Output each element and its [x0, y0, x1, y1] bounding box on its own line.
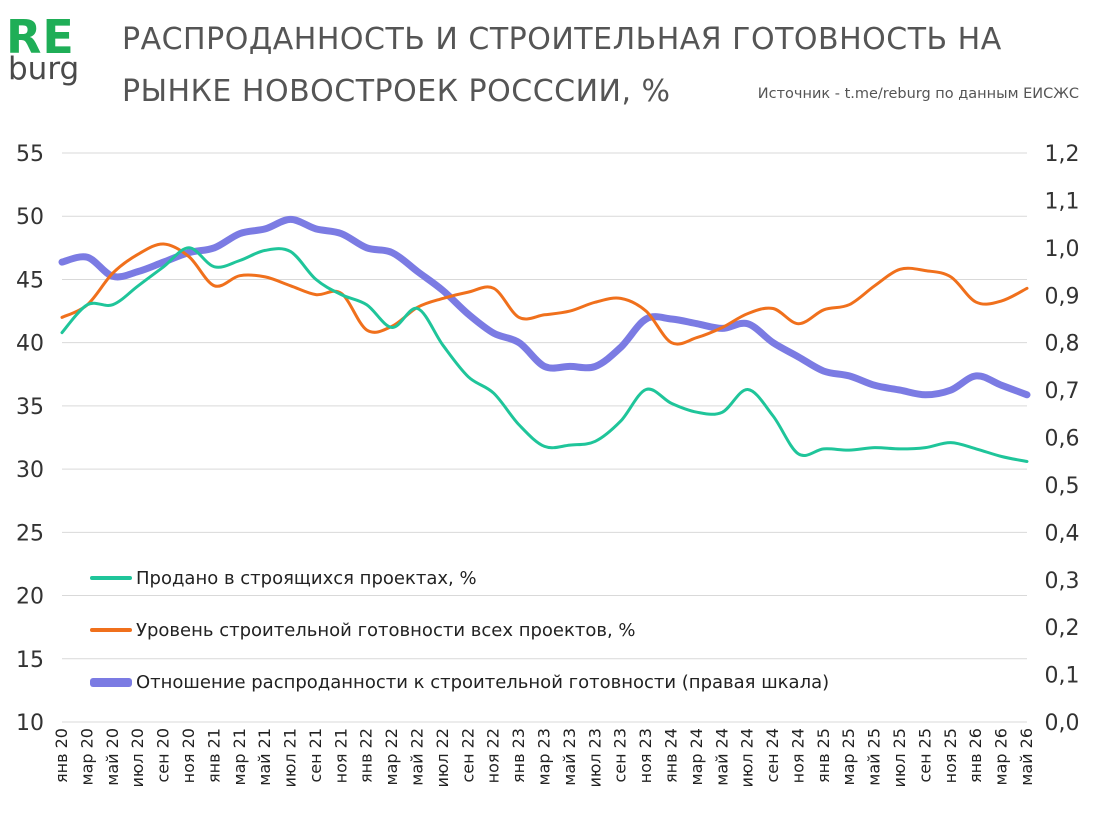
x-tick-label: июл 25 — [890, 728, 909, 788]
x-tick-label: май 21 — [255, 728, 274, 786]
x-tick-label: ноя 23 — [636, 728, 655, 783]
x-tick-label: янв 21 — [204, 728, 223, 783]
x-tick-label: мар 23 — [535, 728, 554, 785]
y-left-tick-label: 35 — [16, 395, 44, 420]
x-tick-label: мар 26 — [992, 728, 1011, 785]
grid-lines — [62, 152, 1027, 723]
x-tick-label: ноя 25 — [941, 728, 960, 783]
x-tick-label: сен 22 — [458, 728, 477, 783]
chart-title-line1: РАСПРОДАННОСТЬ И СТРОИТЕЛЬНАЯ ГОТОВНОСТЬ… — [122, 22, 1002, 57]
x-tick-label: ноя 21 — [331, 728, 350, 783]
y-left-tick-label: 25 — [16, 521, 44, 546]
x-axis: янв 20 мар 20 май 20 июл 20 сен 20 ноя 20 янв … — [52, 728, 1036, 788]
logo-burg: burg — [8, 51, 80, 87]
series-line-sold — [60, 246, 1029, 463]
source-note: Источник - t.me/reburg по данным ЕИСЖС — [757, 86, 1079, 102]
y-left-tick-label: 10 — [16, 711, 44, 736]
x-tick-label: ноя 20 — [179, 728, 198, 783]
y-right-tick-label: 1,0 — [1045, 237, 1080, 262]
y-right-tick-label: 0,4 — [1045, 521, 1080, 546]
x-tick-label: июл 20 — [128, 728, 147, 788]
x-tick-label: мар 20 — [77, 728, 96, 785]
y-right-tick-label: 0,9 — [1045, 284, 1080, 309]
legend-item-ratio: Отношение распроданности к строительной … — [90, 656, 829, 708]
x-tick-label: мар 21 — [230, 728, 249, 785]
y-axis-right: 1,2 1,1 1,0 0,9 0,8 0,7 0,6 0,5 0,4 0,3 0,2 0,1 0,0 — [1045, 142, 1080, 736]
y-right-tick-label: 0,1 — [1045, 664, 1080, 689]
x-tick-label: июл 24 — [738, 728, 757, 788]
x-tick-label: ноя 22 — [484, 728, 503, 783]
y-right-tick-label: 1,1 — [1045, 189, 1080, 214]
y-right-tick-label: 1,2 — [1045, 142, 1080, 167]
y-right-tick-label: 0,5 — [1045, 474, 1080, 499]
legend-swatch-readiness — [90, 628, 132, 632]
x-tick-label: янв 23 — [509, 728, 528, 783]
x-tick-label: май 24 — [712, 728, 731, 786]
y-left-tick-label: 30 — [16, 458, 44, 483]
x-tick-label: май 25 — [865, 728, 884, 786]
legend-label-readiness: Уровень строительной готовности всех про… — [136, 619, 636, 641]
legend-label-ratio: Отношение распроданности к строительной … — [136, 671, 830, 693]
y-right-tick-label: 0,8 — [1045, 332, 1080, 357]
x-tick-label: мар 25 — [839, 728, 858, 785]
legend: Продано в строящихся проектах, % Уровень… — [90, 552, 829, 708]
x-tick-label: май 26 — [1017, 728, 1036, 786]
x-tick-label: янв 20 — [52, 728, 71, 783]
y-right-tick-label: 0,7 — [1045, 379, 1080, 404]
chart-title-line2: РЫНКЕ НОВОСТРОЕК РОСССИИ, % — [122, 74, 671, 109]
x-tick-label: сен 23 — [611, 728, 630, 783]
series-line-ratio — [58, 215, 1031, 399]
x-tick-label: янв 26 — [966, 728, 985, 783]
y-right-tick-label: 0,2 — [1045, 616, 1080, 641]
series-line-readiness — [60, 242, 1029, 346]
y-left-tick-label: 45 — [16, 268, 44, 293]
y-left-tick-label: 40 — [16, 332, 44, 357]
y-axis-left: 55 50 45 40 35 30 25 20 15 10 — [16, 142, 44, 736]
x-tick-label: мар 24 — [687, 728, 706, 785]
x-tick-label: сен 24 — [763, 728, 782, 783]
x-tick-label: янв 24 — [661, 728, 680, 783]
y-left-tick-label: 20 — [16, 585, 44, 610]
x-tick-label: сен 21 — [306, 728, 325, 783]
legend-item-sold: Продано в строящихся проектах, % — [90, 552, 829, 604]
legend-label-sold: Продано в строящихся проектах, % — [136, 567, 477, 589]
x-tick-label: янв 22 — [357, 728, 376, 783]
y-left-tick-label: 50 — [16, 205, 44, 230]
x-tick-label: май 22 — [408, 728, 427, 786]
x-tick-label: май 20 — [103, 728, 122, 786]
y-left-tick-label: 55 — [16, 142, 44, 167]
y-right-tick-label: 0,0 — [1045, 711, 1080, 736]
y-left-tick-label: 15 — [16, 648, 44, 673]
legend-swatch-ratio — [90, 677, 132, 687]
x-tick-label: ноя 24 — [788, 728, 807, 783]
y-right-tick-label: 0,6 — [1045, 427, 1080, 452]
reburg-logo: RE burg — [6, 14, 79, 85]
x-tick-label: сен 20 — [154, 728, 173, 783]
x-tick-label: янв 25 — [814, 728, 833, 783]
x-tick-label: июл 21 — [281, 728, 300, 788]
series-lines — [58, 215, 1031, 463]
x-tick-label: мар 22 — [382, 728, 401, 785]
logo-re: RE — [6, 10, 75, 64]
x-tick-label: сен 25 — [915, 728, 934, 783]
x-tick-label: июл 22 — [433, 728, 452, 788]
chart-title: РАСПРОДАННОСТЬ И СТРОИТЕЛЬНАЯ ГОТОВНОСТЬ… — [122, 14, 1002, 118]
x-tick-label: май 23 — [560, 728, 579, 786]
y-right-tick-label: 0,3 — [1045, 569, 1080, 594]
legend-item-readiness: Уровень строительной готовности всех про… — [90, 604, 829, 656]
x-tick-label: июл 23 — [585, 728, 604, 788]
legend-swatch-sold — [90, 576, 132, 580]
